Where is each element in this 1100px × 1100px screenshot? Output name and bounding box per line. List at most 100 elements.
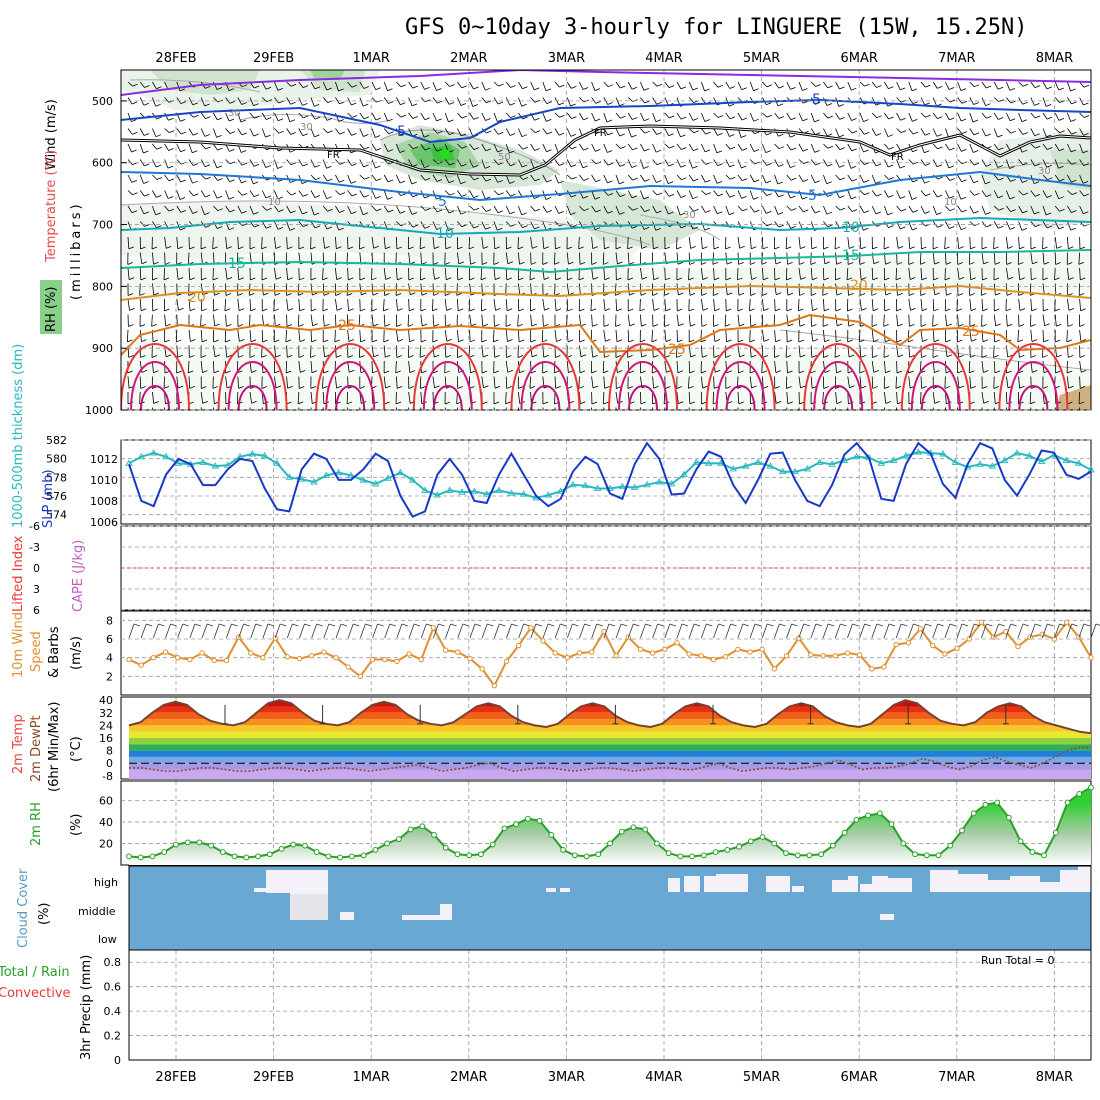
wind-barb (786, 391, 789, 404)
wind-barb-flag (1092, 278, 1097, 280)
wind-barb-flag (350, 180, 357, 184)
wind-barb-flag (144, 85, 150, 88)
rh2m-point (607, 840, 613, 847)
wind-barb (725, 329, 727, 342)
tick-label: 582 (46, 434, 67, 447)
wind-barb-flag (814, 149, 820, 153)
wind-barb (957, 128, 963, 134)
wind-barb (615, 190, 621, 197)
wind-barb-flag (911, 88, 918, 92)
wind-barb (652, 159, 658, 166)
wind-barb-flag (141, 417, 146, 419)
wind-barb-flag (494, 246, 500, 250)
tick-label: 3 (33, 583, 40, 596)
wind-barb-flag (937, 146, 943, 150)
wind-barb (859, 376, 862, 389)
thickness-point (1074, 459, 1083, 466)
rh2m-point (219, 849, 226, 855)
wind10m-point (881, 664, 887, 670)
wind-barb-flag (730, 176, 736, 180)
wind-barb (249, 112, 255, 119)
wind-barb (518, 252, 520, 265)
wind-barb (1054, 267, 1056, 280)
wind-barb-flag (253, 194, 260, 198)
wind-barb-flag (716, 150, 722, 154)
wind-barb-flag (969, 324, 976, 327)
wind-barb (518, 159, 523, 168)
tick-label: 0 (114, 1054, 121, 1067)
wind-barb-flag (421, 292, 428, 296)
wind-barb-flag (604, 355, 610, 358)
wind-barb (1079, 174, 1084, 184)
wind-barb-flag (153, 292, 159, 296)
wind-barb (200, 298, 203, 311)
wind-barb (322, 128, 328, 134)
wind-barb-flag (1046, 134, 1052, 138)
wind-barb-flag (737, 277, 743, 281)
wind-barb-flag (192, 150, 198, 154)
wind-barb (701, 221, 706, 231)
wind-barb (492, 329, 495, 342)
wind-barb (371, 205, 377, 212)
wind-barb-flag (834, 246, 841, 250)
wind-barb-flag (810, 293, 817, 296)
wind-barb (127, 112, 132, 122)
wind-barb (640, 174, 645, 182)
wind-barb-flag (847, 339, 853, 343)
wind-barb (261, 97, 267, 102)
wind-barb (139, 128, 145, 136)
thickness-point (371, 479, 380, 487)
wind-barb-flag (434, 246, 440, 249)
wind-barb (238, 623, 244, 639)
tick-label: 576 (46, 490, 67, 503)
wind-barb-flag (225, 417, 230, 419)
wind-barb-flag (863, 149, 869, 153)
wind-barb (895, 376, 897, 389)
rh-label: 50 (498, 152, 511, 163)
wind-barb-flag (497, 119, 503, 123)
date-label: 7MAR (938, 1070, 975, 1085)
wind-barb-flag (286, 293, 292, 296)
wind-barb-flag (676, 355, 682, 358)
wind-barb-flag (446, 417, 451, 419)
wind-barb-flag (518, 386, 524, 389)
rh2m-point (290, 841, 297, 848)
wind-barb (1092, 82, 1096, 89)
wind-barb (127, 205, 133, 213)
wind-barb (542, 345, 545, 358)
wind-barb (1092, 284, 1093, 295)
wind-barb-flag (517, 246, 524, 250)
wind-barb-flag (961, 623, 969, 627)
wind-barb (652, 205, 657, 214)
wind-barb-flag (493, 401, 500, 405)
wind-barb (335, 267, 338, 280)
wind-barb-flag (1046, 104, 1052, 107)
wind-barb-flag (632, 117, 638, 120)
wind-barb-flag (726, 370, 733, 374)
wind-barb (579, 283, 581, 296)
thickness-point (482, 490, 491, 497)
wind-barb (579, 205, 585, 211)
wind-barb-flag (717, 193, 724, 197)
wind-barb-flag (375, 147, 382, 151)
wind-barb-flag (316, 623, 323, 627)
wind-barb (396, 221, 402, 227)
wind-barb-flag (530, 417, 535, 419)
wind-barb-flag (620, 623, 628, 627)
wind-barb (859, 143, 864, 153)
wind-barb (152, 623, 159, 639)
wind-barb-flag (937, 623, 944, 627)
wind-barb-flag (212, 386, 219, 389)
axis-title-precip: 3hr Precip (mm) (79, 955, 94, 1060)
date-label: 8MAR (1036, 51, 1073, 66)
wind-barb-flag (714, 277, 720, 281)
thickness-point (1000, 456, 1009, 463)
wind-barb-flag (529, 277, 536, 281)
wind-barb (481, 345, 484, 358)
wind-barb-flag (179, 197, 186, 200)
wind-barb-flag (812, 417, 817, 419)
wind-barb (164, 314, 167, 327)
wind-barb (396, 329, 399, 342)
contour-label: 20 (188, 290, 206, 306)
wind-barb-flag (450, 623, 457, 627)
